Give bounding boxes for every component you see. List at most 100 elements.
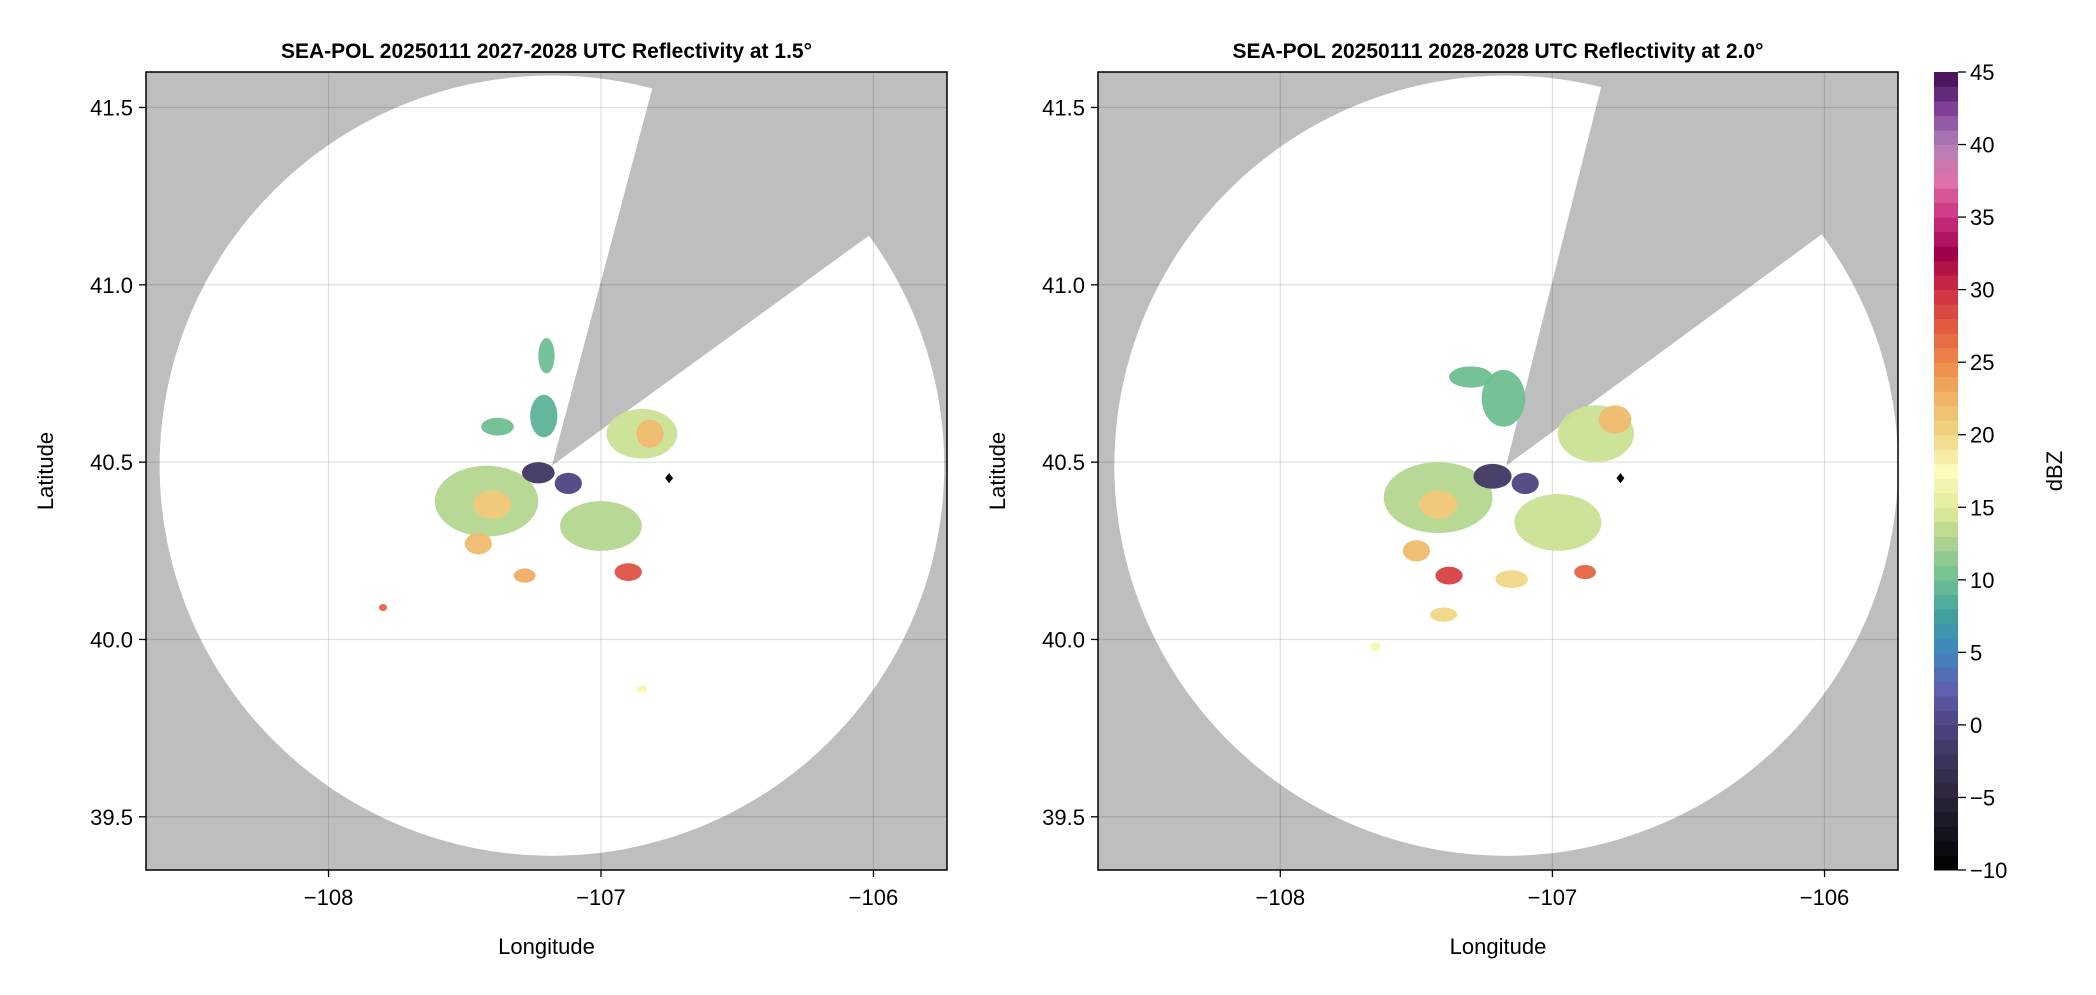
echo-region — [1511, 472, 1539, 495]
echo-region — [1495, 570, 1528, 589]
colorbar-tick-label: 0 — [1970, 713, 1982, 738]
colorbar-band — [1934, 681, 1958, 697]
x-tick-label: −106 — [849, 885, 899, 910]
y-tick-label: 40.0 — [90, 627, 133, 652]
x-tick-label: −108 — [304, 885, 354, 910]
colorbar-band — [1934, 202, 1958, 218]
echo-region — [1574, 564, 1596, 580]
colorbar-band — [1934, 275, 1958, 291]
echo-region — [1429, 607, 1458, 622]
colorbar-band — [1934, 536, 1958, 552]
colorbar-band — [1934, 333, 1958, 349]
colorbar-band — [1934, 579, 1958, 595]
colorbar-band — [1934, 115, 1958, 131]
colorbar-band — [1934, 666, 1958, 682]
blocked-sector — [1506, 72, 1898, 466]
y-tick-label: 39.5 — [90, 805, 133, 830]
echo-region — [521, 462, 555, 484]
x-tick-label: −107 — [576, 885, 626, 910]
colorbar-band — [1934, 231, 1958, 247]
colorbar-tick-label: 10 — [1970, 568, 1994, 593]
colorbar-band — [1934, 376, 1958, 392]
colorbar-band — [1934, 855, 1958, 871]
colorbar-band — [1934, 623, 1958, 639]
echo-region — [1402, 540, 1430, 562]
colorbar-band — [1934, 826, 1958, 842]
x-tick-label: −108 — [1256, 885, 1306, 910]
colorbar-band — [1934, 101, 1958, 117]
echo-region — [1514, 494, 1602, 551]
colorbar-band — [1934, 782, 1958, 798]
x-tick-label: −106 — [1800, 885, 1850, 910]
diamond-marker — [1616, 473, 1625, 484]
colorbar-band — [1934, 72, 1958, 88]
colorbar-label: dBZ — [2042, 451, 2067, 491]
y-tick-label: 41.0 — [90, 273, 133, 298]
colorbar-band — [1934, 724, 1958, 740]
echo-region — [1370, 642, 1381, 651]
echo-region — [530, 394, 558, 438]
colorbar-band — [1934, 420, 1958, 436]
y-tick-label: 41.0 — [1042, 273, 1085, 298]
colorbar-tick-label: 20 — [1970, 423, 1994, 448]
colorbar-tick-label: 15 — [1970, 495, 1994, 520]
colorbar-band — [1934, 565, 1958, 581]
plot-area — [1098, 72, 1898, 870]
echo-region — [513, 568, 536, 583]
colorbar-band — [1934, 173, 1958, 189]
colorbar-band — [1934, 246, 1958, 262]
y-axis-label: Latitude — [33, 432, 58, 510]
plot-area — [146, 72, 947, 870]
colorbar-band — [1934, 768, 1958, 784]
blocked-sector — [551, 72, 947, 466]
colorbar-band — [1934, 652, 1958, 668]
y-tick-label: 40.5 — [1042, 450, 1085, 475]
colorbar-band — [1934, 637, 1958, 653]
x-axis-label: Longitude — [1450, 934, 1547, 959]
y-tick-label: 40.0 — [1042, 627, 1085, 652]
echo-region — [1419, 490, 1458, 519]
echo-region — [1481, 369, 1526, 427]
colorbar-band — [1934, 159, 1958, 175]
echo-region — [554, 472, 582, 495]
colorbar-band — [1934, 594, 1958, 610]
colorbar-band — [1934, 289, 1958, 305]
colorbar-band — [1934, 811, 1958, 827]
panel-2: −108 −107 −106 39.5 40.0 40.5 41.0 41.5 SEA-POL … — [985, 40, 1899, 959]
colorbar-band — [1934, 550, 1958, 566]
y-axis-label: Latitude — [985, 432, 1010, 510]
colorbar-band — [1934, 217, 1958, 233]
chart-title: SEA-POL 20250111 2027-2028 UTC Reflectiv… — [281, 40, 812, 63]
x-tick-label: −107 — [1528, 885, 1578, 910]
echo-region — [636, 685, 648, 693]
colorbar-band — [1934, 449, 1958, 465]
colorbar-band — [1934, 130, 1958, 146]
echo-region — [614, 563, 642, 581]
y-tick-label: 40.5 — [90, 450, 133, 475]
colorbar-band — [1934, 608, 1958, 624]
x-axis-label: Longitude — [498, 934, 595, 959]
colorbar-band — [1934, 347, 1958, 363]
echo-region — [1449, 366, 1493, 388]
colorbar-band — [1934, 710, 1958, 726]
colorbar-band — [1934, 188, 1958, 204]
axes-frame — [145, 71, 948, 871]
echo-region — [481, 417, 514, 436]
colorbar-band — [1934, 362, 1958, 378]
echo-region — [1435, 566, 1463, 585]
colorbar-band — [1934, 797, 1958, 813]
echo-region — [1473, 463, 1512, 489]
colorbar-tick-label: 35 — [1970, 205, 1994, 230]
colorbar-band — [1934, 86, 1958, 102]
colorbar-band — [1934, 521, 1958, 537]
colorbar-tick-label: 25 — [1970, 350, 1994, 375]
colorbar-band — [1934, 739, 1958, 755]
colorbar-band — [1934, 391, 1958, 407]
y-tick-label: 41.5 — [90, 95, 133, 120]
colorbar-band — [1934, 144, 1958, 160]
colorbar-tick-label: 30 — [1970, 278, 1994, 303]
echo-region — [472, 490, 512, 519]
colorbar-band — [1934, 492, 1958, 508]
echo-region — [1598, 405, 1632, 434]
